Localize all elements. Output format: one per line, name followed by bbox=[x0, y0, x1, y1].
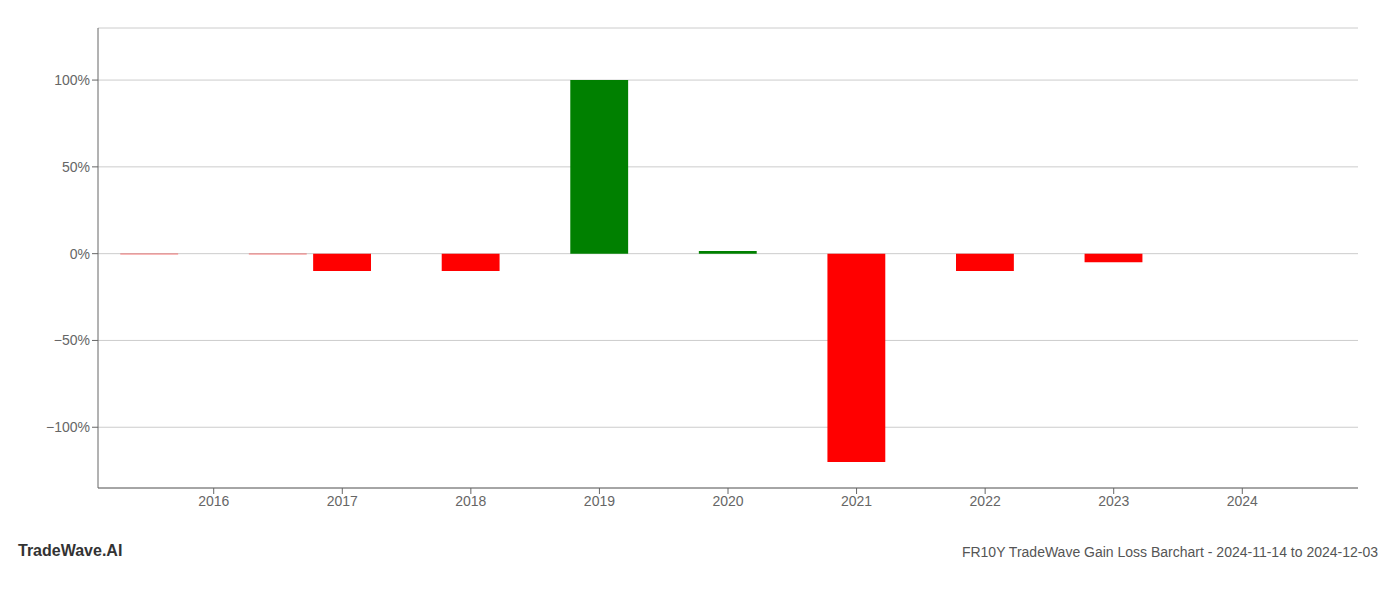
svg-text:2021: 2021 bbox=[841, 493, 872, 509]
svg-text:2018: 2018 bbox=[455, 493, 486, 509]
html-text:TradeWave.AI: TradeWave.AI bbox=[18, 542, 123, 559]
svg-text:2017: 2017 bbox=[327, 493, 358, 509]
svg-text:2024: 2024 bbox=[1227, 493, 1258, 509]
svg-text:2016: 2016 bbox=[198, 493, 229, 509]
svg-text:100%: 100% bbox=[54, 72, 90, 88]
svg-text:2020: 2020 bbox=[712, 493, 743, 509]
svg-text:0%: 0% bbox=[70, 246, 90, 262]
html-text:FR10Y TradeWave Gain Loss Barc: FR10Y TradeWave Gain Loss Barchart - 202… bbox=[961, 544, 1378, 560]
svg-text:2019: 2019 bbox=[584, 493, 615, 509]
svg-text:2023: 2023 bbox=[1098, 493, 1129, 509]
svg-text:−100%: −100% bbox=[46, 419, 90, 435]
svg-text:50%: 50% bbox=[62, 159, 90, 175]
svg-text:2022: 2022 bbox=[970, 493, 1001, 509]
svg-text:−50%: −50% bbox=[54, 332, 90, 348]
